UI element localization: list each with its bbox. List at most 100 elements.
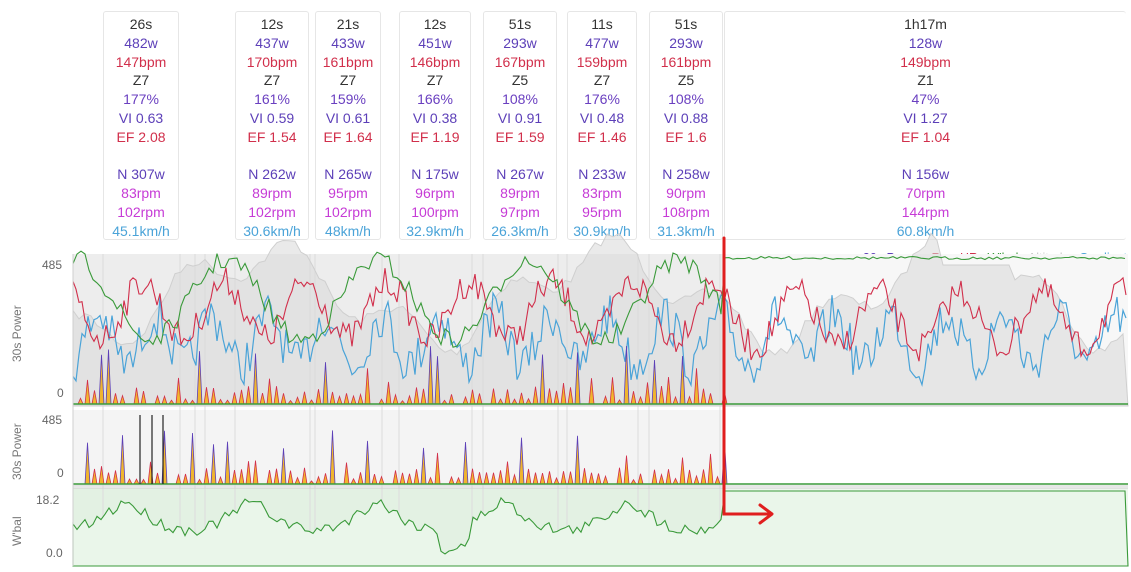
interval-hr: 146bpm [409,53,461,70]
interval-ef: EF 1.64 [323,128,373,145]
interval-vi: VI 1.27 [903,109,948,126]
interval-cadence: 89rpm [500,185,540,202]
interval-cadence: 83rpm [582,185,622,202]
interval-power: 293w [503,34,537,51]
interval-zone: Z7 [132,72,150,89]
interval-duration: 51s [674,16,698,32]
interval-duration: 1h17m [904,16,947,32]
interval-np: N 267w [496,166,544,183]
interval-speed: 32.9km/h [406,222,464,239]
interval-card[interactable]: 12s 437w 170bpm Z7 161% VI 0.59 EF 1.54 N 262w 8… [235,11,309,240]
annotation-arrow [722,236,772,516]
interval-pct: 166% [417,91,453,108]
interval-speed: 45.1km/h [112,222,170,239]
interval-max-cadence: 102rpm [324,203,372,220]
interval-max-cadence: 108rpm [662,203,710,220]
interval-ef: EF 2.08 [116,128,166,145]
interval-zone: Z7 [426,72,444,89]
interval-zone: Z5 [511,72,529,89]
interval-zone: Z7 [263,72,281,89]
interval-speed: 60.8km/h [896,222,955,239]
interval-power: 477w [585,34,619,51]
interval-ef: EF 1.19 [410,128,460,145]
interval-vi: VI 0.38 [412,109,458,126]
interval-cadence: 70rpm [905,185,946,202]
interval-np: N 175w [411,166,459,183]
interval-cadence: 96rpm [415,185,455,202]
interval-duration: 21s [336,16,360,32]
interval-speed: 30.6km/h [243,222,301,239]
interval-card[interactable]: 12s 451w 146bpm Z7 166% VI 0.38 EF 1.19 N 175w 9… [399,11,471,240]
interval-max-cadence: 97rpm [500,203,540,220]
interval-cadence: 83rpm [121,185,161,202]
interval-np: N 262w [248,166,296,183]
wbal-line-main [72,250,1126,348]
interval-cadence: 89rpm [252,185,292,202]
interval-hr: 147bpm [115,53,167,70]
power-ytick-max: 485 [42,413,63,427]
annotation-arrowhead [758,503,774,525]
wbal-ytick-max: 18.2 [36,493,60,507]
interval-hr: 167bpm [494,53,546,70]
interval-pct: 177% [123,91,159,108]
interval-power: 293w [669,34,703,51]
interval-vi: VI 0.61 [325,109,371,126]
interval-max-cadence: 102rpm [117,203,165,220]
interval-power: 433w [331,34,365,51]
interval-ef: EF 1.54 [247,128,297,145]
interval-card[interactable]: 1h17m 128w 149bpm Z1 47% VI 1.27 EF 1.04 N 156w… [724,11,1126,240]
interval-np: N 258w [662,166,710,183]
interval-ef: EF 1.46 [577,128,627,145]
main-ytick-min: 0 [57,386,64,400]
wbal-ytick-min: 0.0 [46,546,63,560]
interval-max-cadence: 95rpm [582,203,622,220]
interval-zone: Z7 [593,72,611,89]
interval-vi: VI 0.48 [579,109,625,126]
interval-card[interactable]: 26s 482w 147bpm Z7 177% VI 0.63 EF 2.08 N 307w 8… [103,11,179,240]
interval-power: 437w [255,34,289,51]
interval-duration: 26s [129,16,153,32]
interval-hr: 170bpm [246,53,298,70]
interval-np: N 156w [901,166,950,183]
interval-power: 451w [418,34,452,51]
interval-duration: 12s [423,16,447,32]
interval-ef: EF 1.04 [900,128,951,145]
interval-np: N 265w [324,166,372,183]
interval-ef: EF 1.6 [665,128,707,145]
interval-hr: 161bpm [660,53,712,70]
main-ytick-max: 485 [42,258,63,272]
raw-hr-line [72,267,1127,362]
interval-zone: Z1 [917,72,934,89]
interval-zone: Z5 [677,72,695,89]
wbal-area [72,490,1129,567]
interval-duration: 11s [591,16,613,32]
interval-vi: VI 0.59 [249,109,295,126]
interval-np: N 307w [117,166,165,183]
interval-cadence: 90rpm [666,185,706,202]
interval-speed: 48km/h [325,222,371,239]
interval-duration: 51s [508,16,532,32]
interval-speed: 31.3km/h [657,222,715,239]
power-ytick-min: 0 [57,466,64,480]
interval-card[interactable]: 21s 433w 161bpm Z7 159% VI 0.61 EF 1.64 N 265w 9… [315,11,381,240]
interval-card[interactable]: 51s 293w 161bpm Z5 108% VI 0.88 EF 1.6 N 258w 90… [649,11,723,240]
interval-hr: 149bpm [900,53,951,70]
interval-hr: 161bpm [322,53,374,70]
interval-card[interactable]: 11s 477w 159bpm Z7 176% VI 0.48 EF 1.46 N 233w 8… [567,11,637,240]
interval-power: 128w [908,34,943,51]
interval-hr: 159bpm [576,53,628,70]
interval-vi: VI 0.91 [497,109,543,126]
interval-card[interactable]: 51s 293w 167bpm Z5 108% VI 0.91 EF 1.59 N 267w 8… [483,11,557,240]
interval-pct: 47% [911,91,940,108]
interval-max-cadence: 144rpm [901,203,950,220]
interval-cadence: 95rpm [328,185,368,202]
altitude-area [72,232,1129,407]
interval-zone: Z7 [339,72,357,89]
interval-pct: 161% [254,91,290,108]
interval-pct: 176% [584,91,620,108]
gradient-line [72,290,1127,388]
interval-cards: 26s 482w 147bpm Z7 177% VI 0.63 EF 2.08 N 307w 8… [0,0,1131,250]
interval-max-cadence: 100rpm [411,203,459,220]
interval-pct: 108% [668,91,704,108]
